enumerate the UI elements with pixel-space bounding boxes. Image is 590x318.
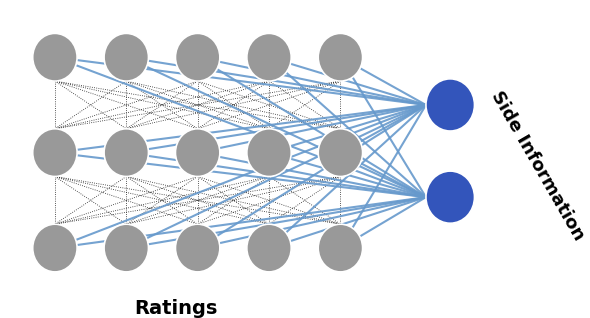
Text: Ratings: Ratings — [134, 299, 217, 318]
Ellipse shape — [247, 224, 291, 272]
Ellipse shape — [318, 129, 363, 176]
Ellipse shape — [426, 79, 474, 131]
Ellipse shape — [318, 224, 363, 272]
Ellipse shape — [175, 224, 220, 272]
Ellipse shape — [318, 33, 363, 81]
Ellipse shape — [32, 224, 77, 272]
Ellipse shape — [175, 129, 220, 176]
Text: Side Information: Side Information — [488, 87, 588, 243]
Ellipse shape — [32, 129, 77, 176]
Ellipse shape — [32, 33, 77, 81]
Ellipse shape — [104, 224, 149, 272]
Ellipse shape — [247, 33, 291, 81]
Ellipse shape — [247, 129, 291, 176]
Ellipse shape — [426, 171, 474, 223]
Ellipse shape — [175, 33, 220, 81]
Ellipse shape — [104, 129, 149, 176]
Ellipse shape — [104, 33, 149, 81]
